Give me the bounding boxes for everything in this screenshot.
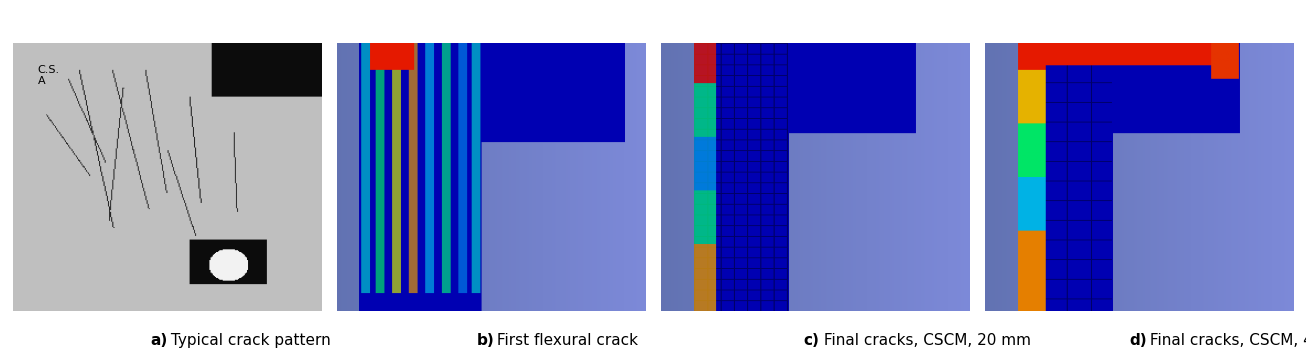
Text: First flexural crack: First flexural crack: [492, 333, 639, 348]
Text: d): d): [1130, 333, 1147, 348]
Text: a): a): [150, 333, 167, 348]
Text: Final cracks, CSCM, 20 mm: Final cracks, CSCM, 20 mm: [819, 333, 1030, 348]
Text: Typical crack pattern: Typical crack pattern: [166, 333, 330, 348]
Text: Final cracks, CSCM, 40: Final cracks, CSCM, 40: [1145, 333, 1306, 348]
Text: C.S.
A: C.S. A: [38, 65, 60, 87]
Text: b): b): [477, 333, 495, 348]
Text: c): c): [803, 333, 819, 348]
